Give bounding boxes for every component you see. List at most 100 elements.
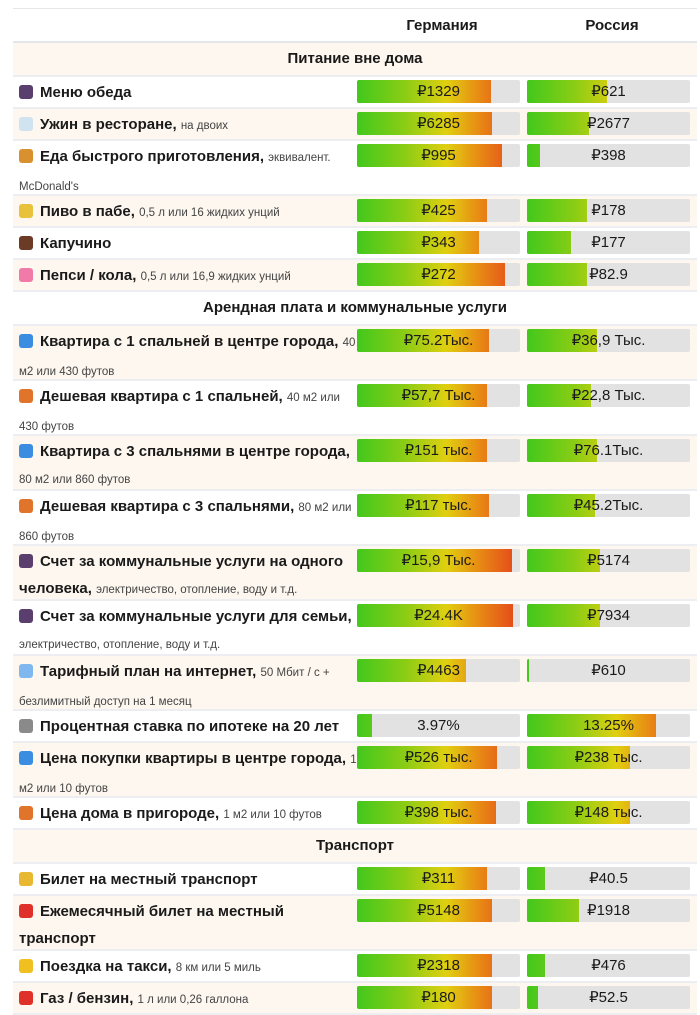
item-name: Процентная ставка по ипотеке на 20 лет	[40, 718, 340, 735]
price-bar-gradient	[356, 80, 491, 103]
price-value: ₽2677	[587, 115, 630, 132]
price-bar-fill	[527, 549, 601, 572]
price-bar: ₽40.5	[527, 867, 690, 890]
price-bar: ₽36,9 Тыс.	[527, 329, 690, 352]
row-label: Счет за коммунальные услуги для семьи, э…	[13, 601, 357, 663]
price-bar: ₽398 тыс.	[356, 801, 520, 824]
city-buildings-icon	[19, 444, 33, 458]
item-name: Цена дома в пригороде,	[40, 805, 220, 822]
price-bar-fill	[527, 954, 545, 977]
price-bar-fill	[356, 384, 488, 407]
price-bar: ₽2318	[356, 954, 520, 977]
price-bar: ₽1918	[527, 899, 690, 922]
price-bar-gradient	[527, 899, 580, 922]
price-bar: ₽5148	[356, 899, 520, 922]
price-bar-fill	[527, 867, 545, 890]
price-bar-gradient	[527, 80, 607, 103]
item-name: Меню обеда	[40, 84, 132, 101]
price-value: ₽4463	[417, 662, 460, 679]
price-bar-gradient	[356, 494, 489, 517]
germany-cell: ₽526 тыс.	[356, 743, 527, 769]
row-label: Пепси / кола, 0,5 л или 16,9 жидких унци…	[13, 260, 357, 292]
price-bar-fill	[356, 801, 496, 824]
germany-cell: ₽24.4K	[356, 601, 527, 627]
item-name: Пепси / кола,	[40, 267, 137, 284]
price-bar: ₽148 тыс.	[527, 801, 690, 824]
electric-plug-icon	[19, 554, 33, 568]
bank-icon	[19, 719, 33, 733]
russia-cell: ₽36,9 Тыс.	[527, 326, 697, 352]
price-value: ₽2318	[417, 957, 460, 974]
price-bar: ₽476	[527, 954, 690, 977]
germany-cell: ₽75.2Тыс.	[356, 326, 527, 352]
price-bar-fill	[356, 954, 493, 977]
germany-cell: ₽1329	[356, 77, 527, 103]
price-value: ₽40.5	[589, 870, 628, 887]
price-bar-gradient	[356, 439, 488, 462]
russia-cell: ₽177	[527, 228, 697, 254]
bento-box-icon	[19, 85, 33, 99]
price-bar-fill	[356, 746, 498, 769]
item-note: 1 м2 или 10 футов	[19, 754, 357, 795]
price-bar-fill	[527, 112, 589, 135]
item-note: 80 м2 или 860 футов	[19, 502, 352, 543]
section-header: Питание вне дома	[13, 43, 697, 77]
row-label: Процентная ставка по ипотеке на 20 лет	[13, 711, 357, 742]
price-bar-gradient	[356, 112, 493, 135]
price-value: ₽5148	[417, 902, 460, 919]
price-bar-gradient	[527, 231, 571, 254]
table-row: Счет за коммунальные услуги для семьи, э…	[13, 601, 697, 656]
price-bar: ₽82.9	[527, 263, 690, 286]
row-label: Квартира с 3 спальнями в центре города, …	[13, 436, 357, 498]
price-value: ₽7934	[587, 607, 630, 624]
price-bar-fill	[527, 714, 656, 737]
price-value: 3.97%	[417, 717, 460, 734]
germany-cell: ₽117 тыс.	[356, 491, 527, 517]
price-bar: ₽343	[356, 231, 520, 254]
table-row: Меню обеда ₽1329 ₽621	[13, 77, 697, 109]
price-bar: ₽311	[356, 867, 520, 890]
price-bar-gradient	[527, 494, 596, 517]
price-bar-gradient	[527, 746, 630, 769]
price-bar-gradient	[527, 714, 656, 737]
house-icon	[19, 389, 33, 403]
table-row: Квартира с 3 спальнями в центре города, …	[13, 436, 697, 491]
price-bar-gradient	[527, 801, 630, 824]
row-label: Цена покупки квартиры в центре города, 1…	[13, 743, 357, 807]
row-label: Ежемесячный билет на местный транспорт	[13, 896, 357, 956]
russia-cell: ₽52.5	[527, 983, 697, 1009]
price-bar-gradient	[356, 199, 488, 222]
price-bar-gradient	[527, 604, 601, 627]
price-bar-fill	[527, 899, 580, 922]
table-row: Ужин в ресторане, на двоих ₽6285 ₽2677	[13, 109, 697, 141]
germany-cell: ₽5148	[356, 896, 527, 922]
item-name: Билет на местный транспорт	[40, 871, 258, 888]
price-bar-fill	[356, 263, 506, 286]
price-bar-gradient	[527, 439, 598, 462]
price-bar-fill	[527, 659, 529, 682]
item-note: 40 м2 или 430 футов	[19, 392, 340, 433]
price-bar: ₽52.5	[527, 986, 690, 1009]
russia-cell: ₽610	[527, 656, 697, 682]
price-bar: ₽177	[527, 231, 690, 254]
russia-cell: ₽7934	[527, 601, 697, 627]
price-bar: ₽526 тыс.	[356, 746, 520, 769]
table-row: Билет на местный транспорт ₽311 ₽40.5	[13, 864, 697, 896]
price-bar-gradient	[356, 714, 372, 737]
ticket-icon	[19, 904, 33, 918]
item-name: Тарифный план на интернет,	[40, 663, 257, 680]
price-value: ₽621	[591, 83, 626, 100]
price-value: ₽45.2Тыс.	[573, 497, 644, 514]
item-note: на двоих	[180, 120, 229, 132]
section-header: Арендная плата и коммунальные услуги	[13, 292, 697, 326]
table-row: Квартира с 1 спальней в центре города, 4…	[13, 326, 697, 381]
russia-cell: ₽76.1Тыс.	[527, 436, 697, 462]
price-bar-fill	[527, 263, 588, 286]
price-bar-gradient	[527, 954, 545, 977]
item-name: Капучино	[40, 235, 112, 252]
row-label: Дешевая квартира с 3 спальнями, 80 м2 ил…	[13, 491, 357, 555]
price-bar-fill	[527, 746, 630, 769]
item-note: 1 м2 или 10 футов	[223, 809, 322, 821]
price-value: ₽526 тыс.	[404, 749, 473, 766]
price-bar: ₽4463	[356, 659, 520, 682]
